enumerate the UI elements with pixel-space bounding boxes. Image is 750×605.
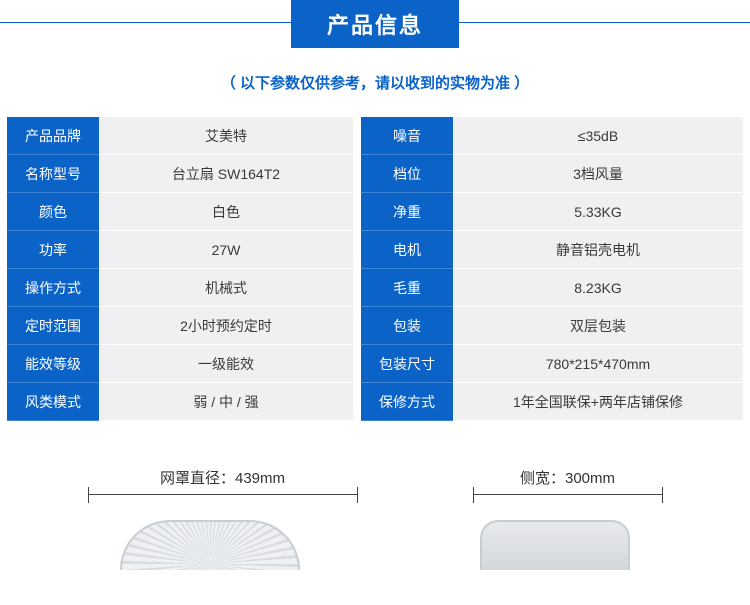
spec-value: 8.23KG [453,269,743,307]
table-gap [353,155,361,193]
spec-value: ≤35dB [453,117,743,155]
spec-label: 毛重 [361,269,453,307]
table-row: 功率27W电机静音铝壳电机 [7,231,743,269]
header-title: 产品信息 [291,0,459,48]
table-gap [353,307,361,345]
spec-label: 产品品牌 [7,117,99,155]
spec-value: 780*215*470mm [453,345,743,383]
spec-value: 静音铝壳电机 [453,231,743,269]
spec-label: 风类模式 [7,383,99,421]
spec-table-body: 产品品牌艾美特噪音≤35dB名称型号台立扇 SW164T2档位3档风量颜色白色净… [7,117,743,421]
spec-label: 包装尺寸 [361,345,453,383]
fan-front-illustration [120,520,300,570]
header-subtitle: （ 以下参数仅供参考，请以收到的实物为准 ） [0,72,750,93]
spec-value: 双层包装 [453,307,743,345]
table-row: 能效等级一级能效包装尺寸780*215*470mm [7,345,743,383]
spec-label: 噪音 [361,117,453,155]
table-gap [353,383,361,421]
spec-label: 操作方式 [7,269,99,307]
spec-label: 档位 [361,155,453,193]
section-header: 产品信息 [0,0,750,44]
dimension-side: 侧宽：300mm [473,467,663,510]
spec-table: 产品品牌艾美特噪音≤35dB名称型号台立扇 SW164T2档位3档风量颜色白色净… [7,117,743,421]
product-preview-row [0,520,750,570]
table-gap [353,231,361,269]
dimension-side-label: 侧宽：300mm [473,467,663,488]
spec-value: 3档风量 [453,155,743,193]
spec-value: 27W [99,231,353,269]
table-row: 产品品牌艾美特噪音≤35dB [7,117,743,155]
spec-label: 颜色 [7,193,99,231]
table-row: 定时范围2小时预约定时包装双层包装 [7,307,743,345]
spec-value: 1年全国联保+两年店铺保修 [453,383,743,421]
table-gap [353,269,361,307]
table-gap [353,117,361,155]
dimension-front: 网罩直径：439mm [88,467,358,510]
spec-value: 2小时预约定时 [99,307,353,345]
spec-value: 5.33KG [453,193,743,231]
table-row: 操作方式机械式毛重8.23KG [7,269,743,307]
spec-label: 保修方式 [361,383,453,421]
spec-label: 电机 [361,231,453,269]
table-gap [353,345,361,383]
spec-value: 机械式 [99,269,353,307]
spec-label: 净重 [361,193,453,231]
spec-value: 台立扇 SW164T2 [99,155,353,193]
spec-value: 白色 [99,193,353,231]
dimension-front-label: 网罩直径：439mm [88,467,358,488]
fan-side-illustration [480,520,630,570]
spec-value: 一级能效 [99,345,353,383]
table-gap [353,193,361,231]
spec-value: 艾美特 [99,117,353,155]
spec-label: 包装 [361,307,453,345]
table-row: 名称型号台立扇 SW164T2档位3档风量 [7,155,743,193]
spec-value: 弱 / 中 / 强 [99,383,353,421]
table-row: 颜色白色净重5.33KG [7,193,743,231]
dimension-front-line [88,494,358,510]
spec-label: 功率 [7,231,99,269]
spec-label: 能效等级 [7,345,99,383]
table-row: 风类模式弱 / 中 / 强保修方式1年全国联保+两年店铺保修 [7,383,743,421]
spec-label: 定时范围 [7,307,99,345]
dimension-row: 网罩直径：439mm 侧宽：300mm [0,467,750,510]
spec-label: 名称型号 [7,155,99,193]
dimension-side-line [473,494,663,510]
